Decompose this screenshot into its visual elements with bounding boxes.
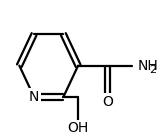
Text: N: N [29,90,39,104]
Text: NH: NH [138,59,158,73]
Text: 2: 2 [149,65,157,75]
Text: OH: OH [67,121,89,135]
Text: O: O [102,95,113,109]
